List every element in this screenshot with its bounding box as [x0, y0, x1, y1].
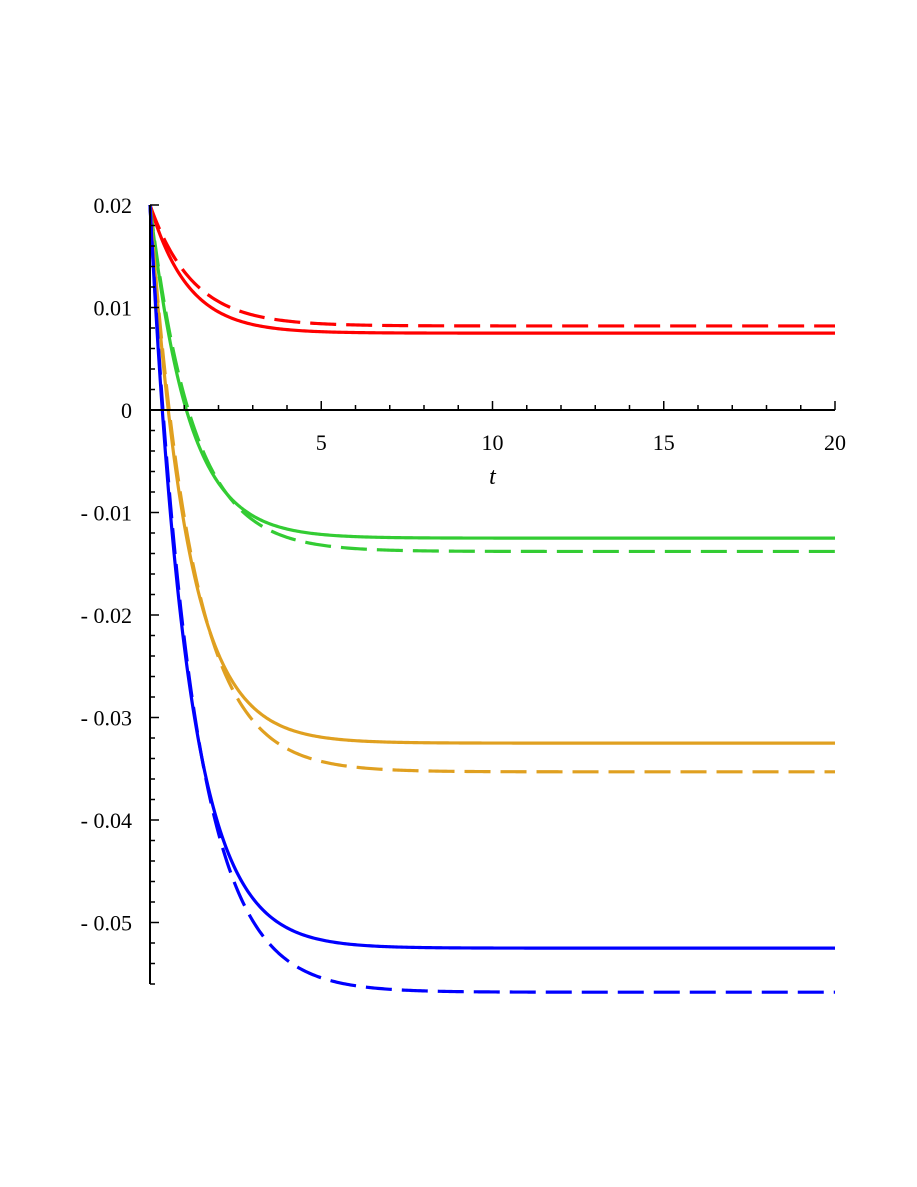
x-axis-title: t — [489, 464, 497, 490]
y-tick-label: 0.01 — [94, 296, 133, 321]
series-7-line — [148, 204, 835, 950]
series-3-line — [148, 204, 835, 540]
series-6-line — [148, 204, 835, 774]
series-2-line — [148, 204, 835, 328]
series-8-line — [148, 204, 835, 994]
x-tick-label: 20 — [824, 430, 846, 455]
axes — [149, 204, 836, 985]
y-tick-label: - 0.02 — [81, 603, 132, 628]
y-tick-label: 0 — [121, 398, 132, 423]
tick-labels: 5 10 15 20 0.02 0.01 0 - 0.01 - 0.02 - 0.03 - 0.04… — [81, 193, 846, 936]
series-4-line — [148, 204, 835, 554]
x-tick-label: 15 — [653, 430, 675, 455]
y-tick-label: - 0.04 — [81, 808, 132, 833]
y-tick-label: - 0.03 — [81, 706, 132, 731]
series-5-line — [148, 204, 835, 745]
y-tick-label: 0.02 — [94, 193, 133, 218]
y-tick-label: - 0.01 — [81, 501, 132, 526]
x-tick-label: 10 — [482, 430, 504, 455]
x-tick-label: 5 — [316, 430, 327, 455]
series-layer — [148, 204, 835, 994]
y-tick-label: - 0.05 — [81, 911, 132, 936]
series-1-line — [148, 204, 835, 335]
